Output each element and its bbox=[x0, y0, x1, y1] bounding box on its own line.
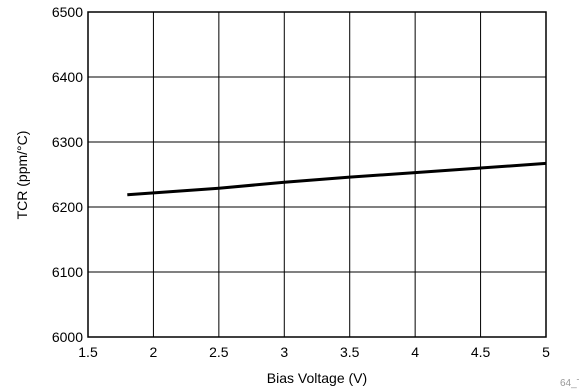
series-line-0 bbox=[127, 161, 547, 197]
x-tick-label-3: 3 bbox=[280, 344, 288, 360]
y-tick-label-4: 6400 bbox=[52, 69, 83, 85]
x-tick-label-7: 5 bbox=[542, 344, 550, 360]
x-tick-labels: 1.5 2 2.5 3 3.5 4 4.5 5 bbox=[78, 344, 550, 360]
plot-frame bbox=[87, 11, 547, 338]
grid-lines bbox=[87, 11, 547, 338]
y-tick-label-5: 6500 bbox=[52, 4, 83, 20]
x-tick-label-0: 1.5 bbox=[78, 344, 98, 360]
y-tick-labels: 6000 6100 6200 6300 6400 6500 bbox=[52, 4, 83, 345]
x-tick-label-5: 4 bbox=[411, 344, 419, 360]
x-tick-label-4: 3.5 bbox=[340, 344, 360, 360]
y-tick-label-2: 6200 bbox=[52, 199, 83, 215]
y-axis-title: TCR (ppm/°C) bbox=[14, 131, 30, 220]
y-tick-label-0: 6000 bbox=[52, 329, 83, 345]
x-tick-label-6: 4.5 bbox=[471, 344, 491, 360]
x-tick-label-1: 2 bbox=[150, 344, 158, 360]
x-tick-label-2: 2.5 bbox=[209, 344, 229, 360]
series-layer bbox=[127, 161, 547, 197]
x-axis-title: Bias Voltage (V) bbox=[267, 370, 367, 386]
figure-id-watermark: 64_T bbox=[560, 378, 579, 389]
y-tick-label-1: 6100 bbox=[52, 264, 83, 280]
y-tick-label-3: 6300 bbox=[52, 134, 83, 150]
